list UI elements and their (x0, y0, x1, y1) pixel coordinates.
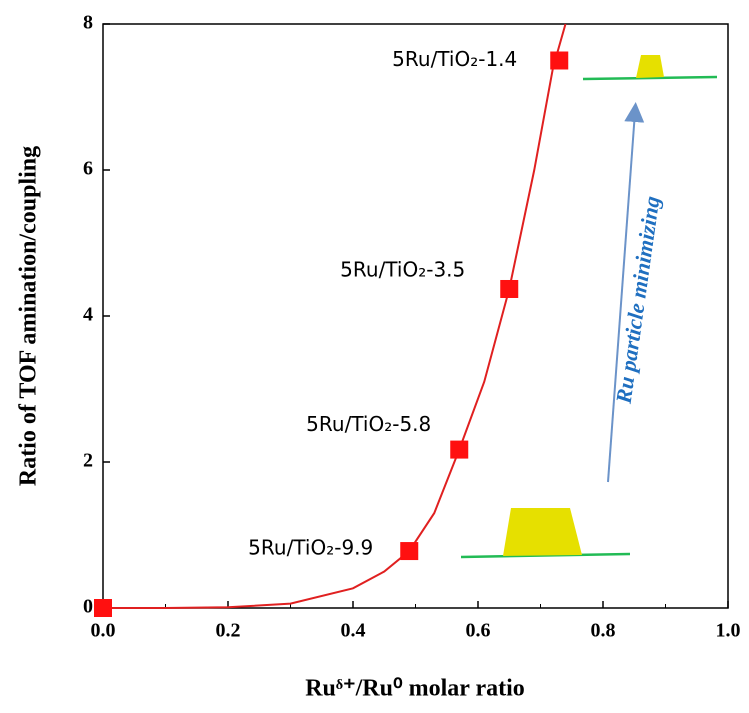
point-label: 5Ru/TiO₂-9.9 (248, 536, 373, 560)
x-tick-label: 0.6 (466, 620, 491, 642)
y-tick-label: 4 (83, 304, 93, 326)
data-point (450, 440, 469, 459)
x-tick-label: 0.8 (591, 620, 616, 642)
fit-curve (103, 23, 567, 609)
y-tick-label: 6 (83, 158, 93, 180)
y-axis-label: Ratio of TOF amination/coupling (16, 146, 42, 486)
data-point (550, 51, 569, 70)
x-tick-label: 0.0 (91, 620, 116, 642)
y-tick-label: 0 (83, 596, 93, 618)
data-point (400, 542, 419, 561)
x-tick-label: 0.2 (216, 620, 241, 642)
point-label: 5Ru/TiO₂-1.4 (392, 47, 517, 71)
y-tick-label: 8 (83, 12, 93, 34)
y-tick-label: 2 (83, 450, 93, 472)
x-tick-label: 1.0 (716, 620, 741, 642)
x-tick-label: 0.4 (341, 620, 366, 642)
data-point (94, 599, 112, 617)
data-point (500, 279, 519, 298)
decoration (460, 55, 718, 559)
annotation: Ru particle minimizing (611, 194, 665, 405)
point-label: 5Ru/TiO₂-5.8 (306, 412, 431, 436)
point-label: 5Ru/TiO₂-3.5 (340, 257, 465, 281)
x-axis-label: Ruᵟ⁺/Ru⁰ molar ratio (305, 676, 525, 702)
